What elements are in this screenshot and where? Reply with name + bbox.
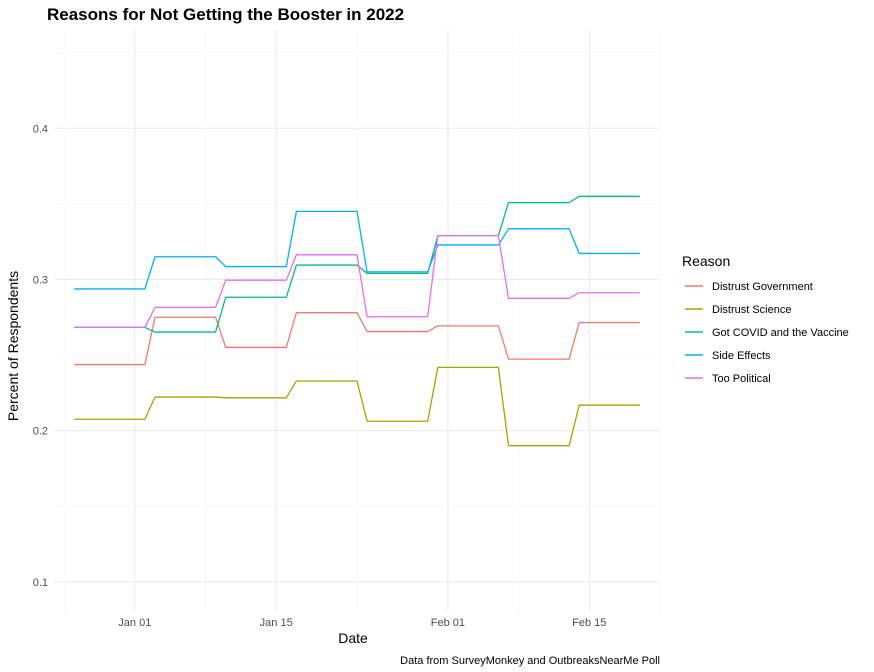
series-line-too-political	[74, 234, 640, 328]
x-axis-title: Date	[338, 630, 368, 646]
legend-label-distrust-science: Distrust Science	[712, 304, 791, 316]
series-line-side-effects	[74, 210, 640, 290]
x-tick-label: Jan 01	[118, 617, 151, 629]
legend-label-got-covid-and-the-vaccine: Got COVID and the Vaccine	[712, 327, 849, 339]
series-line-distrust-government	[74, 312, 640, 366]
x-tick-label: Jan 15	[260, 617, 293, 629]
y-tick-label: 0.3	[33, 274, 48, 286]
x-tick-label: Feb 15	[572, 617, 606, 629]
y-axis-title: Percent of Respondents	[5, 271, 21, 421]
series-line-distrust-science	[74, 366, 640, 447]
legend-label-side-effects: Side Effects	[712, 350, 771, 362]
chart-title: Reasons for Not Getting the Booster in 2…	[47, 5, 404, 24]
legend-title: Reason	[682, 253, 730, 269]
y-tick-label: 0.1	[33, 577, 48, 589]
major-gridlines	[54, 30, 660, 612]
legend: Reason Distrust Government Distrust Scien…	[682, 253, 849, 385]
series-lines	[74, 195, 640, 447]
y-tick-label: 0.2	[33, 426, 48, 438]
series-line-got-covid-and-the-vaccine	[74, 195, 640, 333]
legend-label-too-political: Too Political	[712, 373, 771, 385]
x-tick-label: Feb 01	[431, 617, 465, 629]
x-axis-ticks: Jan 01 Jan 15 Feb 01 Feb 15	[118, 617, 606, 629]
y-tick-label: 0.4	[33, 123, 48, 135]
chart-caption: Data from SurveyMonkey and OutbreaksNear…	[400, 655, 660, 667]
legend-label-distrust-government: Distrust Government	[712, 281, 813, 293]
minor-gridlines	[54, 30, 661, 612]
y-axis-ticks: 0.1 0.2 0.3 0.4	[33, 123, 48, 589]
